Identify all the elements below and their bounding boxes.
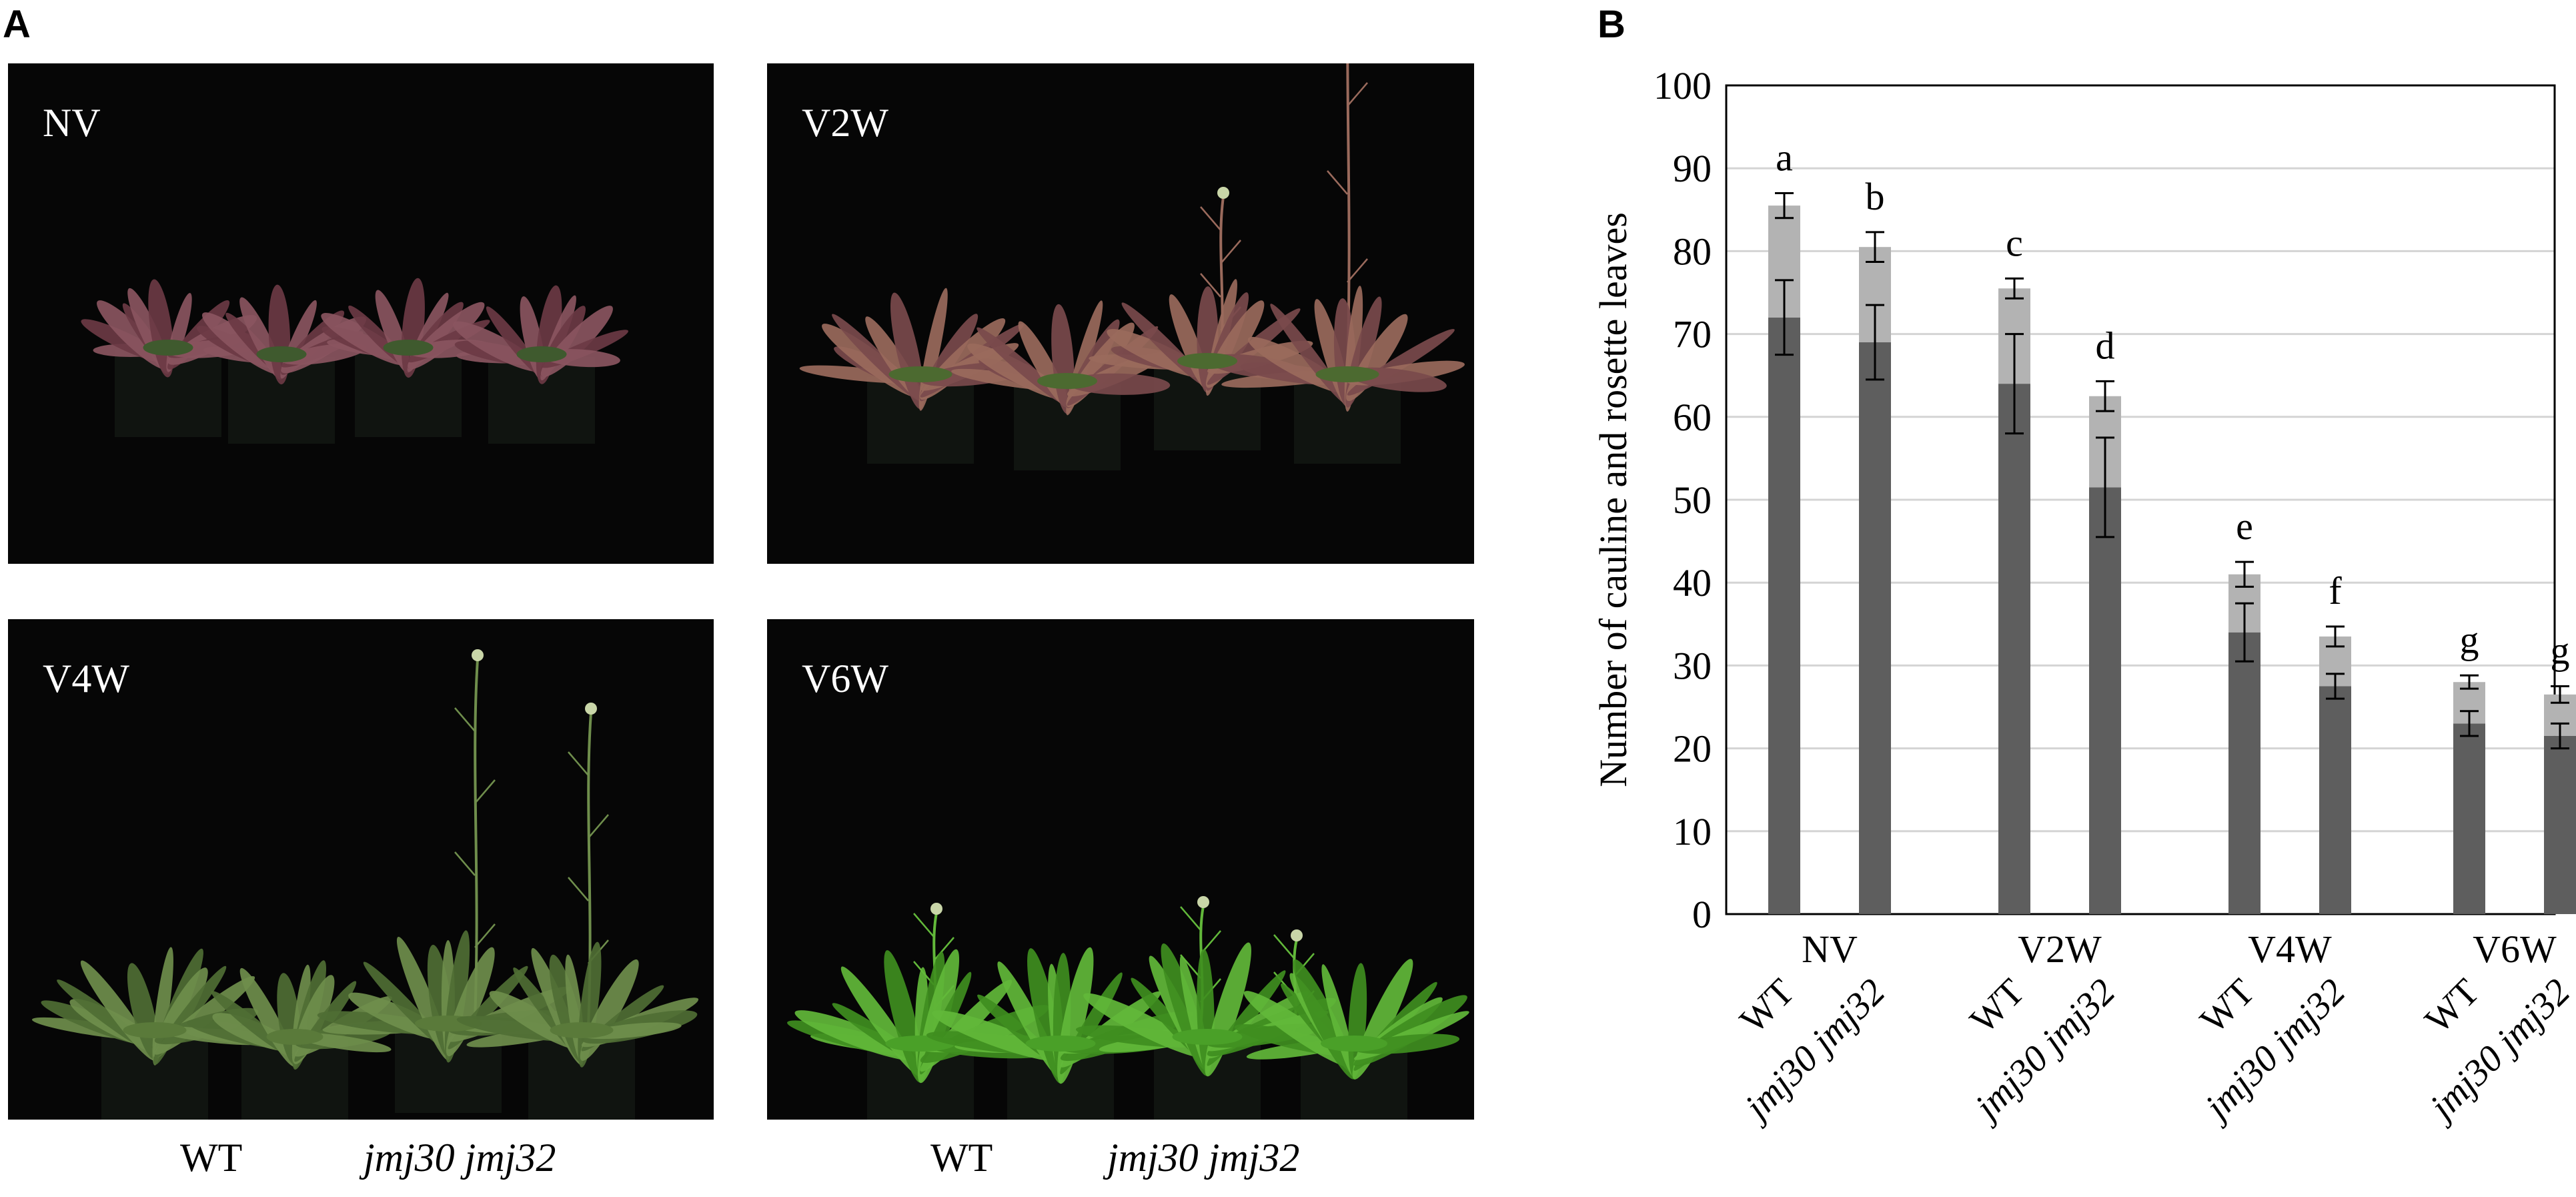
- group-label: V2W: [2018, 927, 2102, 971]
- photo-label: NV: [43, 101, 101, 145]
- significance-letter: b: [1866, 175, 1885, 218]
- significance-letter: e: [2236, 504, 2253, 548]
- rosette-shape: [1221, 286, 1465, 412]
- genotype-tick-label: WT: [2417, 971, 2487, 1041]
- plant-illustration: [32, 649, 699, 1120]
- y-tick-label: 70: [1673, 313, 1712, 356]
- y-axis-label: Number of cauline and rosette leaves: [1591, 212, 1635, 787]
- genotype-tick-label: WT: [1732, 971, 1802, 1041]
- bar-rosette: [1859, 342, 1891, 914]
- bar-rosette: [2453, 723, 2485, 914]
- rosette-shape: [452, 285, 628, 384]
- photo-v2w: V2W: [767, 63, 1474, 564]
- photo-label: V2W: [802, 101, 888, 145]
- photo-nv: NV: [8, 63, 714, 564]
- plant-illustration: [799, 63, 1465, 470]
- error-bar-rosette: [2551, 722, 2569, 750]
- bar-rosette: [1998, 384, 2030, 914]
- genotype-label-mutant: jmj30 jmj32: [1107, 1136, 1300, 1180]
- significance-letter: c: [2006, 221, 2023, 264]
- genotype-label-mutant: jmj30 jmj32: [364, 1136, 556, 1180]
- rosette-shape: [456, 941, 699, 1068]
- significance-letter: g: [2460, 618, 2479, 661]
- genotype-tick-label: WT: [2192, 971, 2263, 1041]
- flower-stalk: [1327, 63, 1368, 371]
- group-label: V6W: [2473, 927, 2557, 971]
- y-tick-label: 30: [1673, 644, 1712, 687]
- rosette-shape: [32, 947, 267, 1066]
- y-tick-label: 0: [1692, 893, 1712, 936]
- photo-label: V4W: [43, 657, 129, 701]
- photo-v6w: V6W: [767, 619, 1474, 1120]
- plot-frame: [1725, 84, 2556, 915]
- error-bar-total: [2096, 380, 2114, 412]
- y-tick-label: 80: [1673, 230, 1712, 273]
- bar-rosette: [2228, 632, 2261, 914]
- error-bar-rosette: [2096, 436, 2114, 538]
- error-bar-rosette: [1775, 279, 1794, 356]
- y-tick-label: 50: [1673, 478, 1712, 522]
- bar-rosette: [2089, 487, 2121, 914]
- y-tick-label: 10: [1673, 810, 1712, 853]
- photo-v4w: V4W: [8, 619, 714, 1120]
- error-bar-total: [1775, 191, 1794, 220]
- significance-letter: d: [2096, 324, 2115, 367]
- error-bar-total: [2005, 277, 2024, 300]
- error-bar-rosette: [2460, 710, 2479, 737]
- error-bar-rosette: [1866, 304, 1884, 381]
- error-bar-total: [2551, 685, 2569, 704]
- significance-letter: a: [1776, 135, 1793, 179]
- error-bar-rosette: [2326, 673, 2345, 700]
- rosette-shape: [196, 284, 367, 385]
- significance-letter: g: [2551, 629, 2570, 672]
- y-tick-label: 100: [1654, 64, 1712, 107]
- group-label: V4W: [2248, 927, 2332, 971]
- bar-rosette: [2544, 735, 2576, 914]
- plant-illustration: [787, 896, 1469, 1120]
- significance-letter: f: [2329, 569, 2342, 613]
- error-bar-total: [1866, 231, 1884, 264]
- y-tick-label: 40: [1673, 561, 1712, 605]
- rosette-shape: [1234, 959, 1469, 1080]
- y-tick-label: 90: [1673, 147, 1712, 190]
- y-tick-label: 20: [1673, 727, 1712, 771]
- bar-rosette: [2319, 686, 2351, 914]
- error-bar-total: [2326, 625, 2345, 648]
- panel-b-letter: B: [1597, 3, 1626, 46]
- photo-label: V6W: [802, 657, 888, 701]
- group-label: NV: [1802, 927, 1858, 971]
- flower-stalk: [454, 649, 496, 1020]
- y-tick-label: 60: [1673, 396, 1712, 439]
- panel-a-letter: A: [3, 3, 31, 46]
- genotype-tick-label: WT: [1962, 971, 2032, 1041]
- error-bar-rosette: [2235, 602, 2254, 663]
- genotype-label-wt: WT: [180, 1136, 243, 1180]
- bar-rosette: [1768, 317, 1800, 914]
- error-bar-rosette: [2005, 333, 2024, 435]
- plant-illustration: [81, 278, 628, 444]
- leaf-number-chart: 0 10 20 30 40 50 60 70 80 90 100 Number of cauline …: [1591, 64, 2576, 1130]
- genotype-label-wt: WT: [930, 1136, 993, 1180]
- error-bar-total: [2460, 674, 2479, 690]
- error-bar-total: [2235, 560, 2254, 588]
